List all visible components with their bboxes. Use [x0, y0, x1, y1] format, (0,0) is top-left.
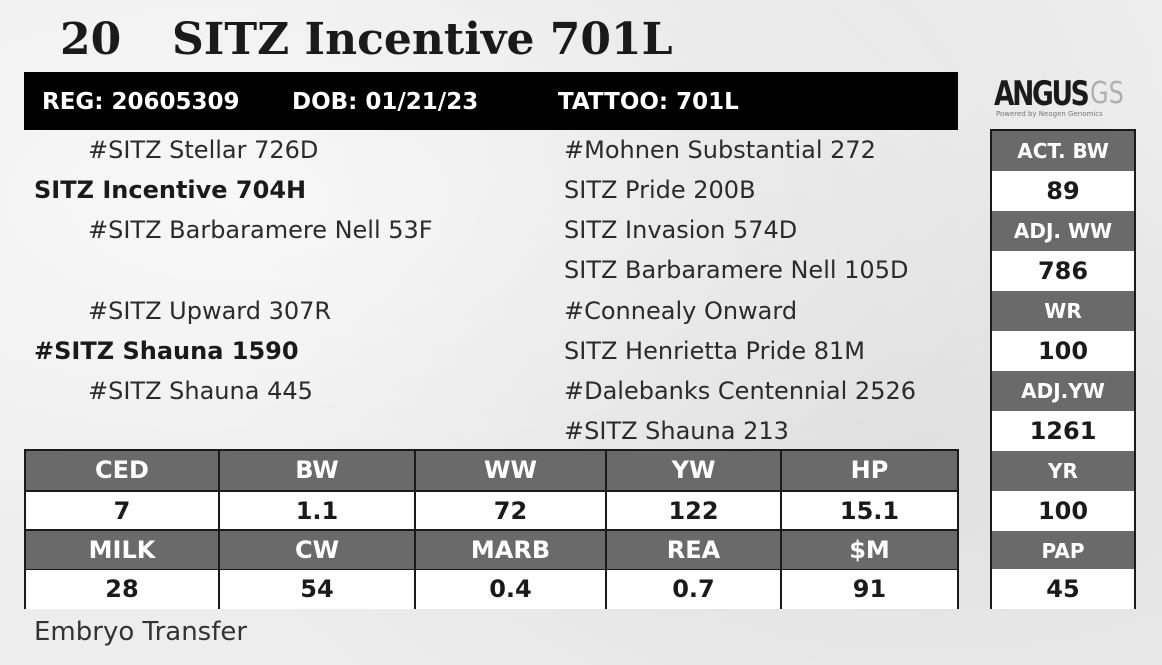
epd-value: 15.1: [782, 492, 957, 531]
epd-value: 0.4: [416, 570, 607, 609]
stat-label: ADJ.YW: [992, 371, 1134, 411]
epd-value: 122: [607, 492, 782, 531]
epd-value: 1.1: [220, 492, 416, 531]
registration-bar: REG: 20605309 DOB: 01/21/23 TATTOO: 701L: [24, 72, 958, 130]
pedigree-dam: #SITZ Shauna 1590: [34, 337, 299, 365]
pedigree-sire: SITZ Incentive 704H: [34, 176, 307, 204]
pedigree-sire-dam: #SITZ Barbaramere Nell 53F: [88, 216, 433, 244]
pedigree-dam-sire: #SITZ Upward 307R: [88, 297, 332, 325]
animal-name: SITZ Incentive 701L: [172, 14, 673, 65]
epd-value: 7: [26, 492, 220, 531]
lot-number: 20: [60, 14, 122, 65]
pedigree-sire-dam-sire: SITZ Invasion 574D: [564, 216, 798, 244]
epd-label: REA: [607, 531, 782, 570]
pedigree-dam-dam: #SITZ Shauna 445: [88, 377, 313, 405]
stat-value: 100: [992, 331, 1134, 371]
pedigree-sire-dam-dam: SITZ Barbaramere Nell 105D: [564, 256, 909, 284]
pedigree-sire-sire-sire: #Mohnen Substantial 272: [564, 136, 876, 164]
epd-label: BW: [220, 451, 416, 490]
logo-tagline: Powered by Neogen Genomics: [996, 110, 1103, 118]
epd-label: MILK: [26, 531, 220, 570]
epd-label: $M: [782, 531, 957, 570]
epd-value: 91: [782, 570, 957, 609]
epd-label: WW: [416, 451, 607, 490]
stat-value: 786: [992, 251, 1134, 291]
epd-label: CW: [220, 531, 416, 570]
stat-label: ADJ. WW: [992, 211, 1134, 251]
epd-label: CED: [26, 451, 220, 490]
pedigree-dam-dam-dam: #SITZ Shauna 213: [564, 417, 789, 445]
logo-wordmark: ANGUS: [994, 74, 1090, 114]
stat-value: 45: [992, 569, 1134, 609]
epd-label: MARB: [416, 531, 607, 570]
epd-label: HP: [782, 451, 957, 490]
footnote: Embryo Transfer: [34, 617, 248, 647]
epd-value: 0.7: [607, 570, 782, 609]
pedigree-sire-sire: #SITZ Stellar 726D: [88, 136, 319, 164]
pedigree-sire-sire-dam: SITZ Pride 200B: [564, 176, 756, 204]
performance-panel: ACT. BW 89 ADJ. WW 786 WR 100 ADJ.YW 126…: [990, 129, 1136, 609]
pedigree-dam-sire-dam: SITZ Henrietta Pride 81M: [564, 337, 865, 365]
stat-value: 89: [992, 171, 1134, 211]
pedigree-dam-sire-sire: #Connealy Onward: [564, 297, 798, 325]
tattoo: TATTOO: 701L: [558, 89, 739, 115]
date-of-birth: DOB: 01/21/23: [292, 89, 479, 115]
stat-label: PAP: [992, 531, 1134, 571]
registration-number: REG: 20605309: [42, 89, 240, 115]
epd-table: CED BW WW YW HP 7 1.1 72 122 15.1 MILK C…: [24, 449, 959, 609]
epd-value: 28: [26, 570, 220, 609]
pedigree-dam-dam-sire: #Dalebanks Centennial 2526: [564, 377, 916, 405]
stat-value: 1261: [992, 411, 1134, 451]
logo-suffix: GS: [1090, 76, 1124, 111]
epd-value: 72: [416, 492, 607, 531]
stat-label: WR: [992, 291, 1134, 331]
epd-label: YW: [607, 451, 782, 490]
angus-gs-logo: ANGUS GS Powered by Neogen Genomics: [994, 74, 1144, 120]
stat-label: ACT. BW: [992, 131, 1134, 171]
epd-value: 54: [220, 570, 416, 609]
stat-label: YR: [992, 451, 1134, 491]
stat-value: 100: [992, 491, 1134, 531]
